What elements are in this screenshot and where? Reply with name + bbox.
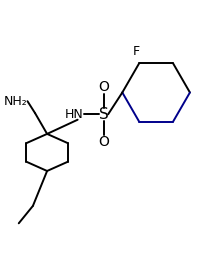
Text: S: S: [99, 107, 109, 122]
Text: F: F: [132, 45, 140, 58]
Text: O: O: [98, 134, 109, 149]
Text: HN: HN: [65, 108, 84, 121]
Text: NH₂: NH₂: [4, 95, 27, 108]
Text: O: O: [98, 80, 109, 94]
